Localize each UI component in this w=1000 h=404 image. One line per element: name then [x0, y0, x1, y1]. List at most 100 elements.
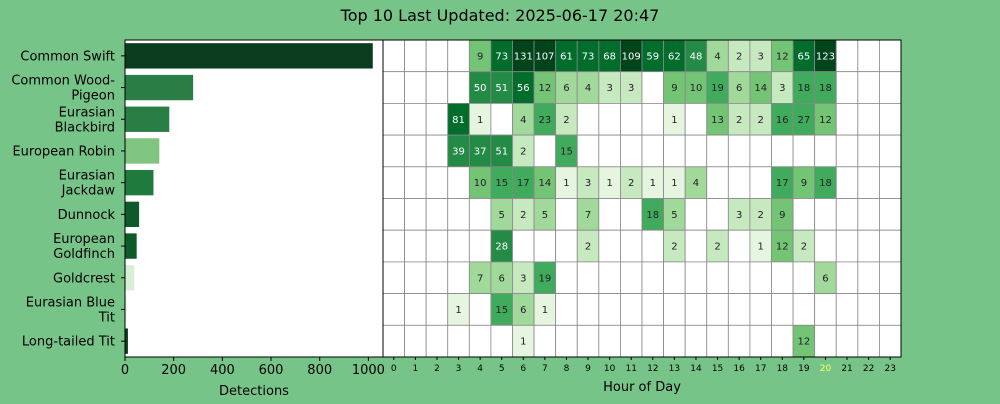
heatmap-cell [835, 293, 859, 326]
heatmap-cell [598, 293, 621, 326]
bar-eurasian-jackdaw [125, 169, 154, 196]
heatmap-cell [727, 166, 751, 199]
cell-value-label: 48 [690, 51, 703, 62]
cell-value-label: 1 [671, 178, 677, 189]
heatmap-cell [382, 71, 405, 104]
heatmap-cell [533, 134, 557, 168]
cell-value-label: 59 [646, 51, 659, 62]
heatmap-cell [447, 261, 470, 294]
heatmap-cell [641, 229, 664, 263]
heatmap-cell [404, 103, 427, 136]
cell-value-label: 9 [801, 178, 807, 189]
bar-eurasian-blackbird [125, 106, 170, 132]
heatmap-cell [382, 293, 405, 326]
cell-value-label: 6 [822, 273, 828, 284]
heatmap-cell [857, 324, 880, 358]
cell-value-label: 5 [542, 210, 548, 221]
cell-value-label: 4 [714, 51, 720, 62]
heatmap-cell [555, 324, 578, 358]
heatmap-cell [468, 229, 492, 263]
heatmap-cell [468, 293, 492, 326]
heatmap-cell [382, 324, 405, 358]
cell-value-label: 15 [560, 146, 573, 157]
cell-value-label: 6 [736, 83, 742, 94]
heatmap-cell [879, 39, 902, 73]
cell-value-label: 3 [585, 178, 591, 189]
hour-tick-label: 10 [604, 364, 616, 374]
heatmap-cell [576, 134, 600, 168]
heatmap-cell [425, 166, 449, 199]
cell-value-label: 18 [819, 83, 832, 94]
heatmap-cell [404, 198, 427, 231]
hour-tick-label: 21 [841, 364, 852, 374]
heatmap-cell [749, 261, 772, 294]
cell-value-label: 3 [779, 83, 785, 94]
heatmap-cell [533, 229, 557, 263]
cell-value-label: 2 [714, 242, 720, 253]
bar-dunnock [125, 201, 140, 228]
heatmap-cell [404, 261, 427, 294]
heatmap-cell [706, 324, 729, 358]
heatmap-cell [576, 324, 600, 358]
bar-european-robin [125, 138, 160, 164]
heatmap-cell [620, 134, 643, 168]
cell-value-label: 61 [560, 51, 573, 62]
hour-tick-label: 1 [413, 364, 419, 374]
heatmap-cell [835, 229, 859, 263]
cell-value-label: 50 [474, 83, 487, 94]
bar-common-wood-pigeon [125, 74, 194, 101]
heatmap-cell [598, 103, 621, 136]
hour-tick-label: 19 [798, 364, 810, 374]
x-tick-label: 600 [259, 363, 284, 378]
cell-value-label: 3 [758, 51, 764, 62]
heatmap-cell [663, 134, 686, 168]
heatmap-cell [447, 71, 470, 104]
heatmap-cell [857, 166, 880, 199]
cell-value-label: 81 [452, 115, 465, 126]
heatmap-cell [706, 293, 729, 326]
heatmap-cell [468, 324, 492, 358]
cell-value-label: 2 [736, 115, 742, 126]
heatmap-cell [620, 293, 643, 326]
heatmap-cell [555, 198, 578, 231]
cell-value-label: 6 [563, 83, 569, 94]
cell-value-label: 12 [798, 337, 811, 348]
heatmap-cell [684, 293, 708, 326]
cell-value-label: 14 [539, 178, 552, 189]
heatmap-cell [814, 324, 837, 358]
category-label-common-swift: Common Swift [20, 49, 115, 64]
heatmap-cell [706, 134, 729, 168]
cell-value-label: 12 [776, 51, 789, 62]
cell-value-label: 2 [801, 242, 807, 253]
cell-value-label: 6 [499, 273, 505, 284]
heatmap-cell [641, 261, 664, 294]
hour-tick-label: 0 [391, 364, 397, 374]
heatmap-cell [684, 134, 708, 168]
heatmap-cell [404, 293, 427, 326]
cell-value-label: 28 [495, 242, 508, 253]
heatmap-cell [555, 229, 578, 263]
category-label-european-goldfinch: European Goldfinch [53, 232, 115, 262]
heatmap-cell [641, 103, 664, 136]
heatmap-cell [490, 103, 513, 136]
x-tick-label: 800 [307, 363, 332, 378]
heatmap-cell [641, 134, 664, 168]
heatmap-cell [468, 198, 492, 231]
cell-value-label: 2 [628, 178, 634, 189]
category-label-eurasian-blackbird: Eurasian Blackbird [55, 105, 115, 135]
heatmap-cell [857, 134, 880, 168]
cell-value-label: 16 [776, 115, 789, 126]
heatmap-cell [447, 39, 470, 73]
heatmap-cell [879, 293, 902, 326]
cell-value-label: 1 [520, 337, 526, 348]
cell-value-label: 6 [520, 305, 526, 316]
heatmap-cell [814, 198, 837, 231]
heatmap-cell [814, 134, 837, 168]
heatmap-cell [857, 198, 880, 231]
cell-value-label: 1 [606, 178, 612, 189]
heatmap-cell [620, 198, 643, 231]
heatmap-cell [835, 261, 859, 294]
cell-value-label: 2 [585, 242, 591, 253]
heatmap-cell [576, 261, 600, 294]
